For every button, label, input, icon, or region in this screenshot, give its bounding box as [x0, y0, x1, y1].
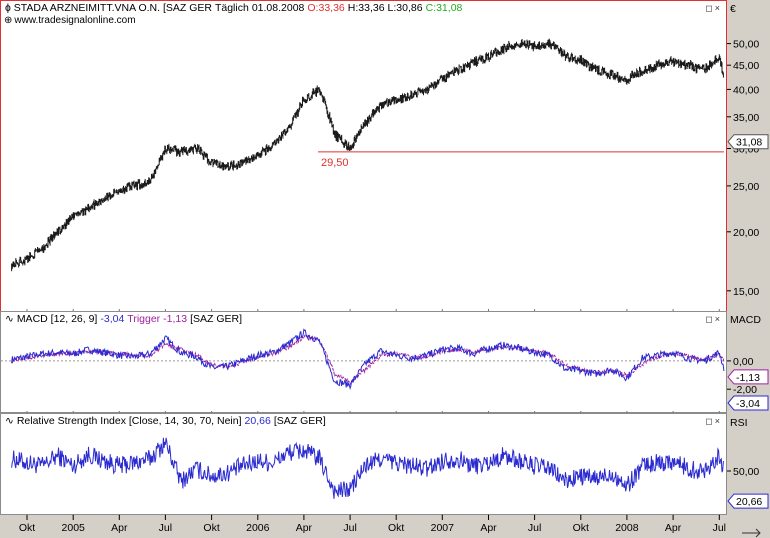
macd-line-icon: ∿	[5, 313, 14, 325]
macd-value: -3,04	[100, 313, 125, 325]
rsi-panel-controls[interactable]: ◻×	[705, 416, 722, 426]
trigger-label: Trigger	[127, 313, 161, 325]
x-tick-label: Apr	[111, 522, 128, 534]
x-tick-label: Okt	[388, 522, 404, 534]
x-tick-label: Apr	[480, 522, 497, 534]
x-tick-label: Jul	[528, 522, 541, 534]
pin-icon: ɸ	[5, 2, 11, 14]
macd-badge: -3,04	[736, 398, 760, 410]
x-tick-label: 2007	[431, 522, 455, 534]
x-tick-label: Jul	[343, 522, 356, 534]
globe-icon: ⊕	[4, 15, 13, 26]
trigger-badge: -1,13	[736, 372, 760, 384]
price-tick-label: 45,00	[733, 60, 759, 72]
price-tick-label: 15,00	[733, 286, 759, 298]
macd-panel[interactable]: ∿ MACD [12, 26, 9] -3,04 Trigger -1,13 [SAZ G…	[0, 311, 727, 413]
last-value-badge-shape	[727, 134, 769, 150]
x-tick-label: 2006	[246, 522, 270, 534]
rsi-title: Relative Strength Index [Close, 14, 30, …	[16, 415, 242, 427]
rsi-line-icon: ∿	[5, 415, 14, 427]
low-value: L:30,86	[387, 2, 423, 14]
scroll-arrow-icon	[742, 528, 761, 538]
price-tick-label: 35,00	[733, 112, 759, 124]
macd-instrument: [SAZ GER]	[190, 313, 243, 325]
x-tick-label: Apr	[296, 522, 313, 534]
last-value-badge: 31,08	[736, 137, 762, 149]
macd-badge-shape	[727, 395, 769, 411]
x-tick-label: Okt	[573, 522, 589, 534]
macd-axis-title: MACD	[730, 314, 761, 326]
x-tick-label: 2005	[62, 522, 86, 534]
macd-panel-title: ∿ MACD [12, 26, 9] -3,04 Trigger -1,13 [SAZ G…	[5, 313, 245, 325]
x-tick-label: Okt	[19, 522, 35, 534]
trigger-value: -1,13	[163, 313, 188, 325]
currency-label: €	[730, 3, 736, 15]
rsi-instrument: [SAZ GER]	[273, 415, 326, 427]
rsi-line	[11, 437, 724, 499]
period-label: Täglich	[214, 2, 249, 14]
source-url: www.tradesignalonline.com	[14, 15, 136, 26]
x-tick-label: Okt	[203, 522, 219, 534]
source-link[interactable]: ⊕ www.tradesignalonline.com	[4, 15, 136, 26]
price-panel-controls[interactable]: ◻×	[705, 3, 722, 13]
rsi-tick-label: 50,00	[733, 466, 759, 478]
macd-title: MACD [12, 26, 9]	[16, 313, 98, 325]
x-tick-label: Jul	[713, 522, 726, 534]
trigger-line	[11, 334, 725, 386]
rsi-badge-shape	[727, 493, 769, 509]
rsi-panel-title: ∿ Relative Strength Index [Close, 14, 30,…	[5, 415, 329, 427]
high-value: H:33,36	[347, 2, 385, 14]
price-panel[interactable]: ɸ STADA ARZNEIMITT.VNA O.N. [SAZ GER Tägli…	[0, 0, 727, 312]
date-label: 01.08.2008	[251, 2, 305, 14]
price-tick-label: 20,00	[733, 227, 759, 239]
close-value: C:31,08	[425, 2, 463, 14]
rsi-value: 20,66	[244, 415, 271, 427]
open-value: O:33,36	[307, 2, 345, 14]
trigger-badge-shape	[727, 369, 769, 385]
macd-tick-label: 0,00	[733, 356, 754, 368]
price-tick-label: 50,00	[733, 39, 759, 51]
x-tick-label: Apr	[665, 522, 682, 534]
instrument-name: STADA ARZNEIMITT.VNA O.N. [SAZ GER	[13, 2, 212, 14]
support-line-label: 29,50	[321, 157, 349, 169]
macd-tick-label: -2,00	[733, 384, 757, 396]
rsi-axis-title: RSI	[730, 417, 748, 429]
x-tick-label: Jul	[159, 522, 172, 534]
price-bars	[11, 38, 724, 272]
price-tick-label: 25,00	[733, 181, 759, 193]
rsi-badge: 20,66	[736, 496, 762, 508]
x-tick-label: 2008	[615, 522, 639, 534]
macd-panel-controls[interactable]: ◻×	[705, 314, 722, 324]
price-panel-title: ɸ STADA ARZNEIMITT.VNA O.N. [SAZ GER Tägli…	[5, 2, 465, 14]
price-tick-label: 40,00	[733, 84, 759, 96]
macd-line	[11, 328, 725, 391]
